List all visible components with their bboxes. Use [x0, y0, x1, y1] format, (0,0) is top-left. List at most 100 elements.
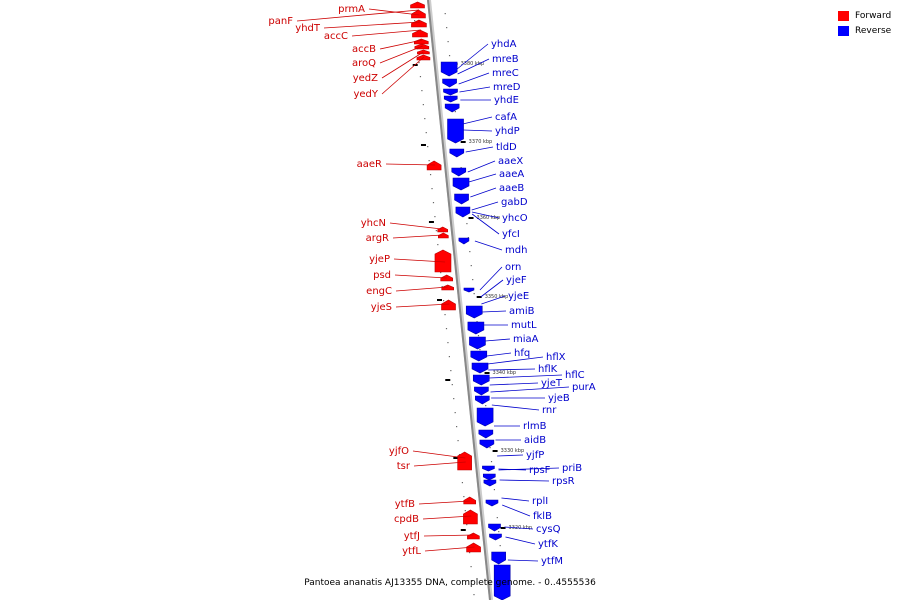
reverse-gene-label[interactable]: mreC: [492, 68, 519, 79]
reverse-gene-feature[interactable]: [443, 88, 458, 96]
forward-gene-label[interactable]: yhdT: [295, 23, 321, 34]
forward-gene-feature[interactable]: [457, 451, 472, 471]
reverse-gene-label[interactable]: mreB: [492, 54, 519, 65]
forward-gene-feature[interactable]: [410, 1, 425, 9]
reverse-gene-feature[interactable]: [483, 479, 497, 487]
reverse-gene-label[interactable]: tldD: [496, 142, 517, 153]
forward-gene-label[interactable]: prmA: [338, 4, 365, 15]
forward-gene-label[interactable]: accB: [352, 44, 376, 55]
reverse-gene-feature[interactable]: [471, 362, 489, 374]
forward-gene-feature[interactable]: [467, 532, 480, 540]
reverse-gene-label[interactable]: rplI: [532, 496, 548, 507]
reverse-gene-label[interactable]: orn: [505, 262, 521, 273]
reverse-gene-label[interactable]: ytfK: [538, 539, 558, 550]
forward-gene-feature[interactable]: [441, 284, 455, 291]
forward-gene-feature[interactable]: [466, 542, 481, 553]
reverse-gene-label[interactable]: cafA: [495, 112, 517, 123]
reverse-gene-label[interactable]: yhdE: [494, 95, 519, 106]
forward-gene-feature[interactable]: [426, 160, 442, 171]
reverse-gene-feature[interactable]: [479, 439, 495, 449]
forward-gene-label[interactable]: aaeR: [357, 159, 382, 170]
forward-gene-label[interactable]: yjfO: [389, 446, 409, 457]
reverse-gene-feature[interactable]: [470, 350, 488, 362]
reverse-gene-feature[interactable]: [476, 407, 494, 427]
reverse-gene-feature[interactable]: [472, 374, 490, 386]
reverse-gene-label[interactable]: mdh: [505, 245, 527, 256]
reverse-gene-label[interactable]: yhdP: [495, 126, 520, 137]
reverse-gene-feature[interactable]: [454, 193, 469, 205]
forward-gene-feature[interactable]: [412, 29, 428, 38]
reverse-gene-label[interactable]: yjfP: [526, 450, 544, 461]
forward-gene-label[interactable]: yhcN: [361, 218, 386, 229]
reverse-gene-feature[interactable]: [482, 473, 496, 481]
reverse-gene-feature[interactable]: [467, 321, 485, 335]
forward-gene-feature[interactable]: [441, 299, 456, 311]
reverse-gene-feature[interactable]: [478, 429, 494, 439]
forward-gene-label[interactable]: engC: [366, 286, 392, 297]
forward-gene-label[interactable]: tsr: [397, 461, 411, 472]
reverse-gene-label[interactable]: yjeE: [508, 291, 529, 302]
reverse-gene-label[interactable]: ytfM: [541, 556, 563, 567]
reverse-gene-label[interactable]: rpsF: [529, 465, 551, 476]
reverse-gene-label[interactable]: mreD: [493, 82, 521, 93]
forward-gene-label[interactable]: cpdB: [394, 514, 419, 525]
reverse-gene-feature[interactable]: [442, 78, 457, 88]
reverse-gene-feature[interactable]: [485, 499, 499, 507]
reverse-gene-feature[interactable]: [458, 237, 470, 245]
reverse-gene-feature[interactable]: [474, 386, 489, 396]
reverse-gene-feature[interactable]: [493, 564, 511, 600]
forward-gene-label[interactable]: panF: [268, 16, 293, 27]
forward-gene-feature[interactable]: [437, 226, 449, 233]
reverse-gene-label[interactable]: amiB: [509, 306, 535, 317]
reverse-gene-label[interactable]: purA: [572, 382, 596, 393]
forward-gene-feature[interactable]: [413, 38, 429, 45]
forward-gene-label[interactable]: aroQ: [352, 58, 376, 69]
forward-gene-label[interactable]: yedZ: [353, 73, 378, 84]
reverse-gene-feature[interactable]: [491, 551, 506, 565]
reverse-gene-label[interactable]: priB: [562, 463, 582, 474]
reverse-gene-feature[interactable]: [488, 523, 501, 532]
reverse-gene-label[interactable]: rnr: [542, 405, 557, 416]
reverse-gene-label[interactable]: aaeX: [498, 156, 523, 167]
forward-gene-feature[interactable]: [411, 9, 426, 19]
forward-gene-feature[interactable]: [463, 496, 477, 505]
forward-gene-feature[interactable]: [463, 509, 478, 525]
reverse-gene-feature[interactable]: [469, 336, 486, 350]
forward-gene-label[interactable]: yedY: [353, 89, 378, 100]
reverse-gene-feature[interactable]: [449, 148, 465, 158]
reverse-gene-label[interactable]: hflK: [538, 364, 558, 375]
reverse-gene-label[interactable]: miaA: [513, 334, 539, 345]
forward-gene-label[interactable]: yjeP: [369, 254, 390, 265]
reverse-gene-label[interactable]: yfcI: [502, 229, 520, 240]
reverse-gene-label[interactable]: cysQ: [536, 524, 561, 535]
reverse-gene-label[interactable]: rlmB: [523, 421, 547, 432]
reverse-gene-label[interactable]: yjeT: [541, 378, 563, 389]
forward-gene-label[interactable]: psd: [373, 270, 391, 281]
reverse-gene-label[interactable]: fklB: [533, 511, 552, 522]
reverse-gene-feature[interactable]: [444, 103, 460, 113]
reverse-gene-feature[interactable]: [447, 118, 464, 144]
forward-gene-label[interactable]: ytfB: [395, 499, 415, 510]
reverse-gene-label[interactable]: yhdA: [491, 39, 517, 50]
reverse-gene-label[interactable]: aidB: [524, 435, 546, 446]
reverse-gene-feature[interactable]: [465, 305, 483, 319]
reverse-gene-label[interactable]: yjeF: [506, 275, 527, 286]
reverse-gene-feature[interactable]: [482, 465, 495, 472]
reverse-gene-feature[interactable]: [443, 95, 458, 103]
forward-gene-label[interactable]: ytfJ: [404, 531, 420, 542]
reverse-gene-feature[interactable]: [440, 61, 458, 77]
reverse-gene-label[interactable]: yjeB: [548, 393, 570, 404]
forward-gene-feature[interactable]: [438, 232, 449, 239]
reverse-gene-label[interactable]: mutL: [511, 320, 537, 331]
reverse-gene-label[interactable]: gabD: [501, 197, 528, 208]
reverse-gene-label[interactable]: hfq: [514, 348, 530, 359]
reverse-gene-label[interactable]: rpsR: [552, 476, 575, 487]
reverse-gene-feature[interactable]: [463, 287, 475, 293]
reverse-gene-feature[interactable]: [489, 533, 502, 541]
forward-gene-label[interactable]: yjeS: [371, 302, 392, 313]
reverse-gene-feature[interactable]: [455, 206, 471, 218]
forward-gene-label[interactable]: ytfL: [402, 546, 421, 557]
forward-gene-label[interactable]: accC: [324, 31, 348, 42]
reverse-gene-feature[interactable]: [451, 167, 467, 177]
forward-gene-feature[interactable]: [411, 19, 427, 28]
